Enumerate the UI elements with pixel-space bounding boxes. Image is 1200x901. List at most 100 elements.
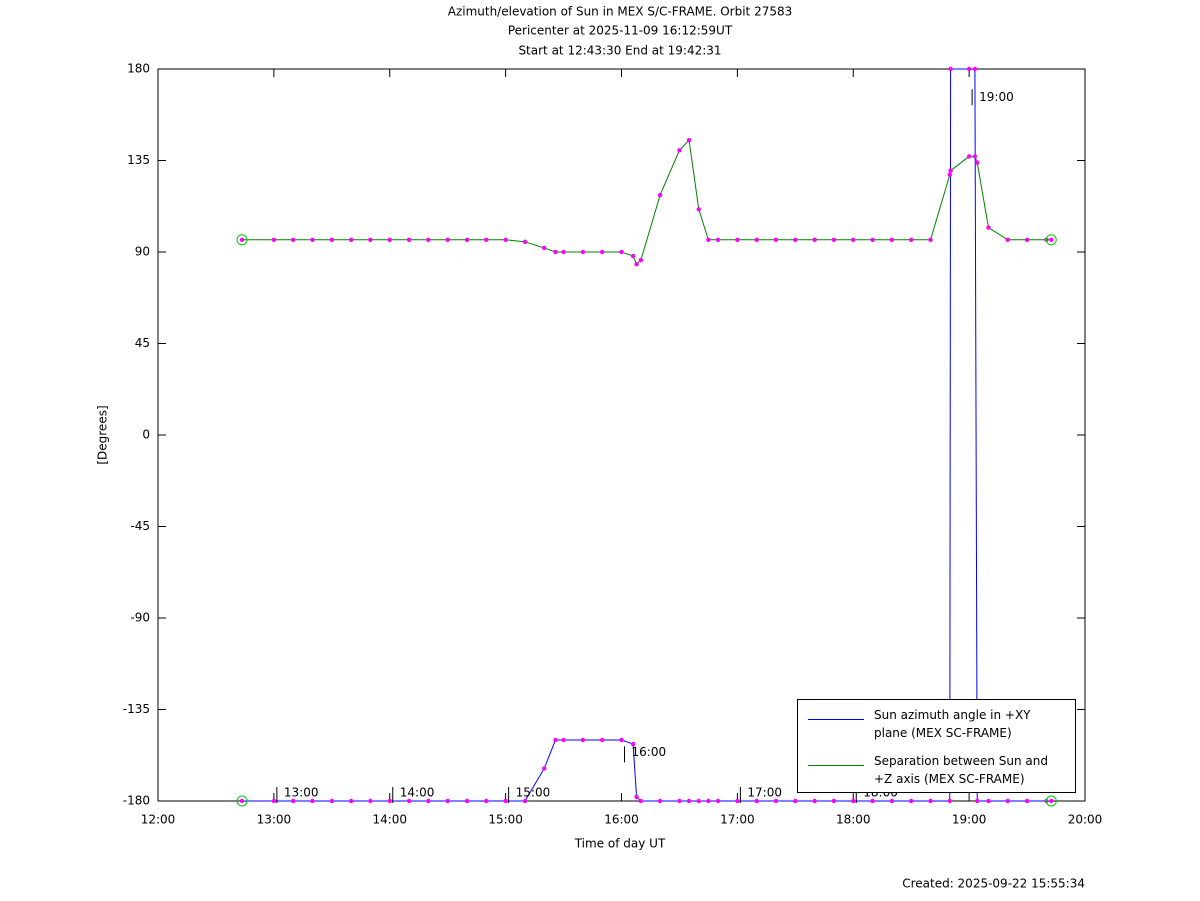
annotation: 17:00 <box>747 786 782 800</box>
data-marker <box>484 237 489 242</box>
data-marker <box>445 237 450 242</box>
data-marker <box>348 798 354 804</box>
data-marker <box>329 237 335 242</box>
data-marker <box>735 237 740 242</box>
annotation: 15:00 <box>516 786 551 800</box>
endpoint-ring <box>1045 234 1057 246</box>
data-marker <box>715 798 721 804</box>
y-tick-label: 45 <box>135 336 150 350</box>
data-marker <box>812 237 817 242</box>
data-marker <box>812 798 817 804</box>
data-marker <box>972 66 978 72</box>
data-marker <box>975 160 980 165</box>
data-marker <box>271 798 277 804</box>
data-marker <box>542 245 547 251</box>
y-tick-label: 135 <box>127 153 150 167</box>
data-marker <box>464 798 470 804</box>
y-tick-label: -90 <box>130 611 150 625</box>
data-marker <box>908 798 914 804</box>
data-marker <box>368 798 373 804</box>
data-marker <box>1049 798 1054 804</box>
y-tick-label: 180 <box>127 62 150 76</box>
data-marker <box>1049 237 1054 242</box>
x-axis-label: Time of day UT <box>574 837 666 851</box>
x-tick-label: 18:00 <box>836 813 871 827</box>
data-marker <box>947 172 952 177</box>
data-marker <box>686 137 692 143</box>
data-marker <box>966 154 972 159</box>
y-tick-label: -135 <box>123 702 150 716</box>
series-line <box>242 139 1052 266</box>
data-marker <box>445 798 450 804</box>
data-marker <box>754 798 759 804</box>
data-marker <box>599 737 605 743</box>
data-marker <box>686 798 692 804</box>
data-marker <box>426 798 431 804</box>
data-marker <box>715 237 721 242</box>
data-marker <box>677 148 682 153</box>
data-marker <box>522 239 528 245</box>
data-marker <box>522 798 528 804</box>
data-marker <box>966 66 972 72</box>
data-marker <box>561 737 566 743</box>
data-marker <box>291 237 296 242</box>
data-marker <box>348 237 354 242</box>
data-marker <box>706 237 711 242</box>
data-marker <box>406 798 412 804</box>
data-marker <box>851 237 856 242</box>
legend-entry: Separation between Sun and +Z axis (MEX … <box>804 752 1069 788</box>
data-marker <box>928 798 933 804</box>
annotation: 19:00 <box>979 90 1014 104</box>
data-marker <box>657 192 663 198</box>
data-marker <box>975 798 980 804</box>
annotation: 16:00 <box>632 745 667 759</box>
data-marker <box>503 798 508 804</box>
data-marker <box>696 207 701 212</box>
data-marker <box>310 237 315 242</box>
data-marker <box>484 798 489 804</box>
x-tick-label: 12:00 <box>141 813 176 827</box>
data-marker <box>948 168 953 173</box>
data-marker <box>239 237 245 242</box>
annotation: 13:00 <box>284 786 319 800</box>
data-marker <box>831 237 837 242</box>
data-marker <box>553 737 558 743</box>
data-marker <box>1005 237 1010 242</box>
x-tick-label: 17:00 <box>720 813 755 827</box>
legend-label: Sun azimuth angle in +XY plane (MEX SC-F… <box>874 708 1031 740</box>
data-marker <box>793 798 798 804</box>
y-tick-label: 90 <box>135 245 150 259</box>
data-marker <box>638 257 644 263</box>
data-marker <box>928 237 933 242</box>
data-marker <box>870 798 875 804</box>
data-marker <box>889 237 895 242</box>
data-marker <box>851 798 856 804</box>
data-marker <box>387 798 392 804</box>
data-marker <box>426 237 431 242</box>
data-marker <box>503 237 508 242</box>
data-marker <box>948 66 953 72</box>
series-line <box>242 68 1052 802</box>
data-marker <box>754 237 759 242</box>
data-marker <box>630 253 636 259</box>
data-marker <box>580 737 586 743</box>
data-marker <box>630 741 636 747</box>
data-marker <box>773 798 779 804</box>
title-line: Start at 12:43:30 End at 19:42:31 <box>518 44 721 58</box>
data-marker <box>291 798 296 804</box>
data-marker <box>1024 798 1030 804</box>
data-marker <box>580 249 586 255</box>
data-marker <box>696 798 701 804</box>
y-axis-label: [Degrees] <box>96 405 110 464</box>
data-marker <box>972 154 978 159</box>
data-marker <box>986 225 991 230</box>
data-marker <box>657 798 663 804</box>
endpoint-ring <box>236 795 248 807</box>
data-marker <box>986 798 991 804</box>
title-line: Pericenter at 2025-11-09 16:12:59UT <box>508 24 733 38</box>
data-marker <box>947 798 952 804</box>
data-marker <box>561 249 566 255</box>
data-marker <box>735 798 740 804</box>
data-marker <box>773 237 779 242</box>
